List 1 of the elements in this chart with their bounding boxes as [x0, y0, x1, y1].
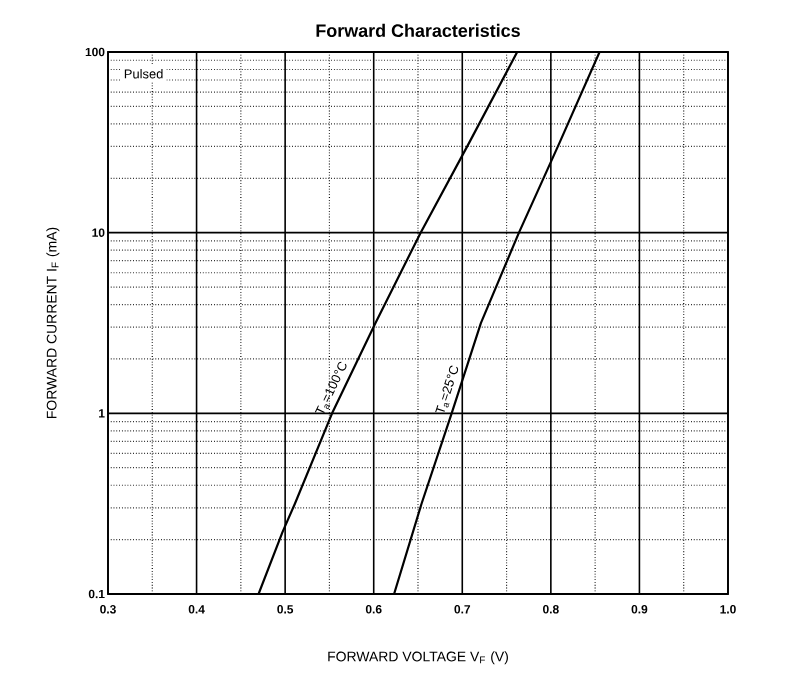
chart-title: Forward Characteristics: [316, 23, 520, 38]
